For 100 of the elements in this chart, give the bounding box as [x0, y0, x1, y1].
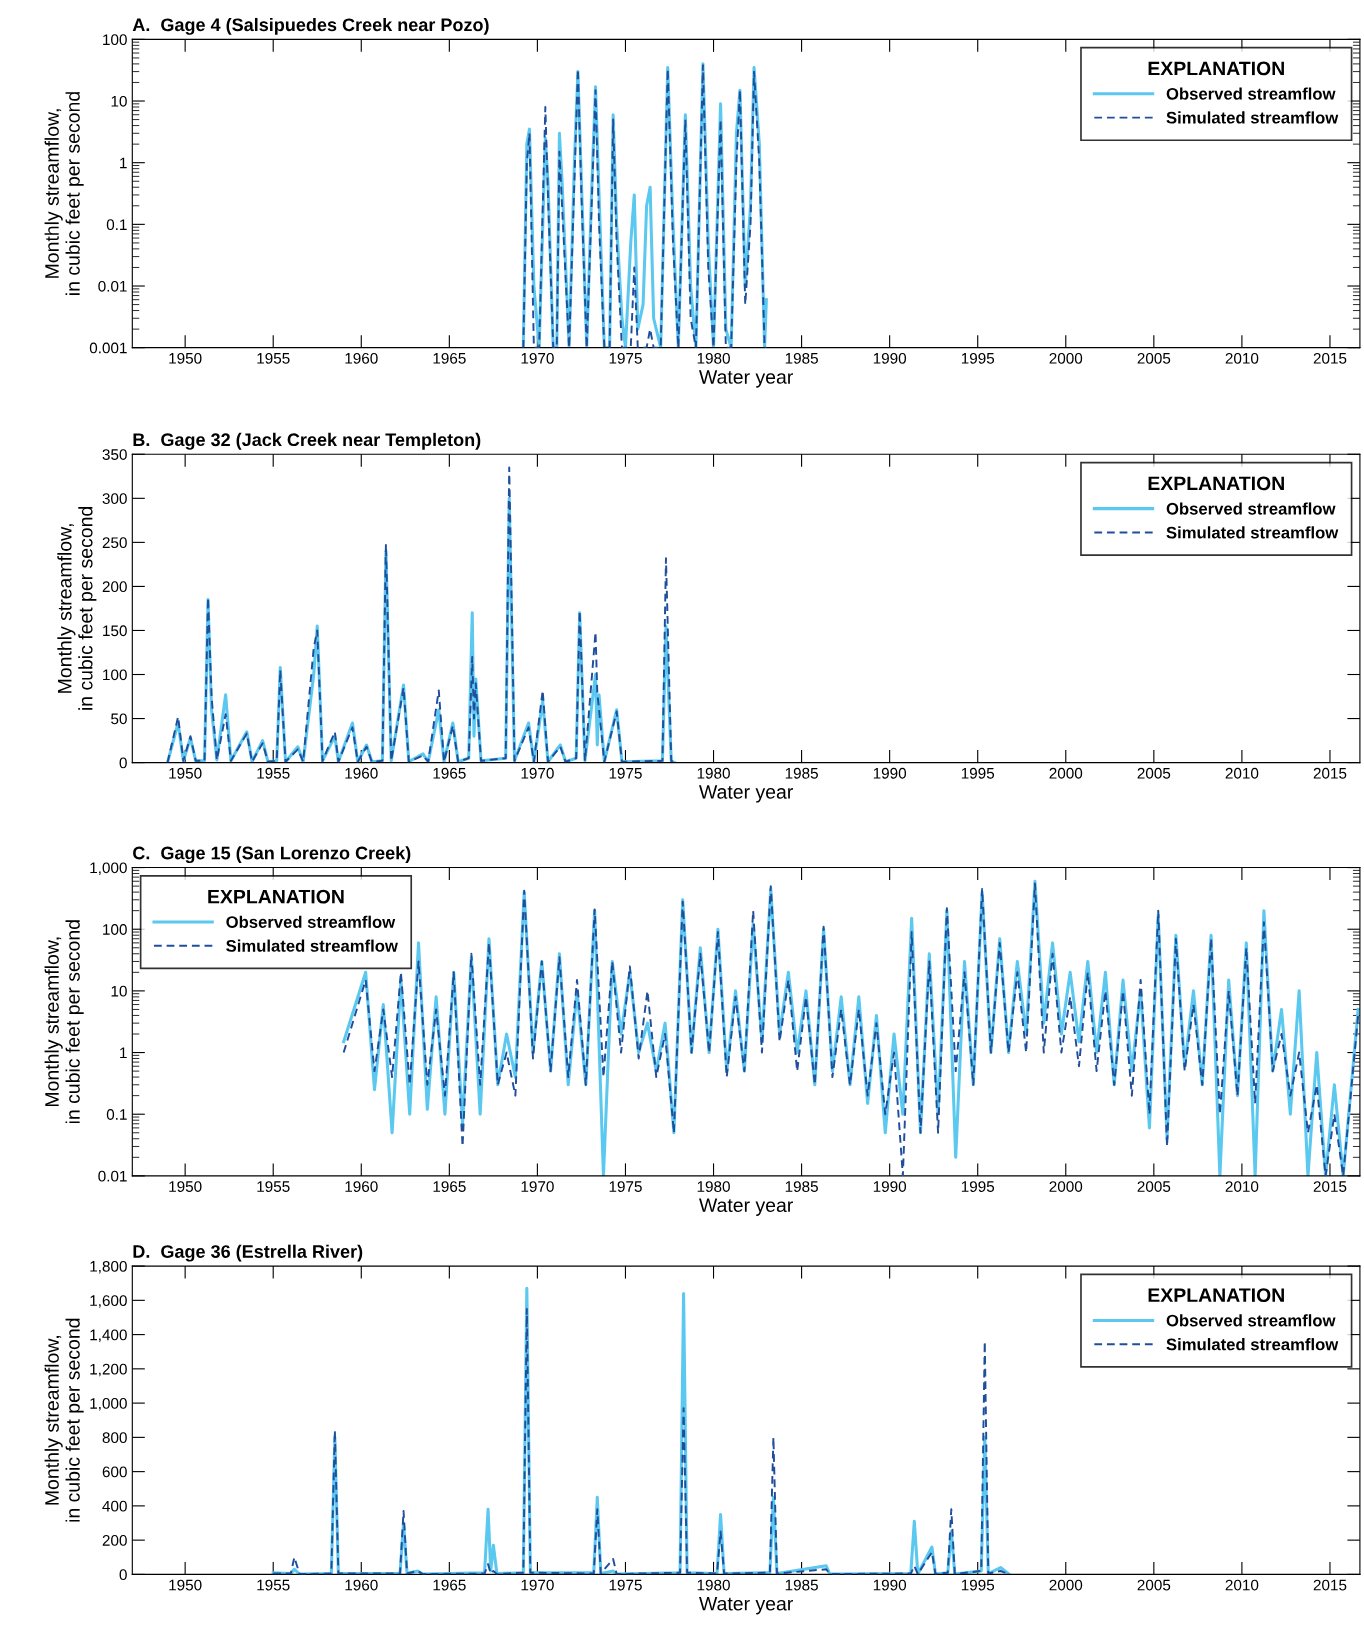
legend-title: EXPLANATION — [1148, 1288, 1284, 1303]
y-tick-label: 300 — [102, 493, 127, 505]
x-tick-label: 2015 — [1313, 767, 1347, 779]
y-tick-label: 0.001 — [89, 342, 127, 354]
x-tick-label: 2005 — [1137, 352, 1171, 364]
x-tick-label: 1995 — [961, 1579, 995, 1591]
x-axis-title: Water year — [699, 1596, 793, 1615]
x-tick-label: 1995 — [961, 767, 995, 779]
x-tick-label: 2005 — [1137, 767, 1171, 779]
x-tick-label: 1980 — [697, 352, 730, 364]
x-tick-label: 1985 — [785, 352, 818, 364]
y-tick-label: 800 — [102, 1432, 127, 1444]
x-tick-label: 1985 — [785, 1181, 818, 1192]
x-tick-label: 2010 — [1225, 767, 1259, 779]
y-axis-title: Monthly streamflow, in cubic feet per second — [44, 920, 84, 1124]
x-tick-label: 2000 — [1049, 352, 1083, 364]
x-tick-label: 1965 — [433, 1181, 466, 1192]
x-tick-label: 1990 — [873, 352, 907, 364]
x-tick-label: 1990 — [873, 1579, 907, 1591]
x-tick-label: 2015 — [1313, 352, 1347, 364]
y-axis-title: Monthly streamflow, in cubic feet per second — [44, 92, 84, 295]
x-tick-label: 1975 — [609, 352, 642, 364]
x-tick-label: 1980 — [697, 1181, 730, 1192]
legend-label: Observed streamflow — [226, 915, 396, 928]
legend-label: Observed streamflow — [1166, 502, 1336, 515]
x-tick-label: 1950 — [169, 767, 202, 779]
legend-title: EXPLANATION — [1148, 476, 1284, 491]
x-tick-label: 2005 — [1137, 1181, 1171, 1192]
x-tick-label: 2000 — [1049, 1579, 1083, 1591]
x-tick-label: 1970 — [521, 767, 554, 779]
x-tick-label: 1960 — [345, 352, 378, 364]
y-tick-label: 10 — [111, 95, 127, 107]
y-tick-label: 200 — [102, 1535, 127, 1546]
y-tick-label: 1,000 — [90, 1397, 127, 1411]
x-tick-label: 1970 — [521, 352, 554, 364]
chart-title: C. Gage 15 (San Lorenzo Creek) — [133, 846, 411, 864]
x-tick-label: 1970 — [521, 1579, 554, 1591]
x-tick-label: 2000 — [1049, 767, 1083, 779]
legend-label: Observed streamflow — [1166, 1314, 1336, 1327]
x-tick-label: 1950 — [169, 1579, 202, 1591]
x-tick-label: 1990 — [873, 1181, 907, 1192]
legend-label: Simulated streamflow — [226, 939, 398, 952]
y-axis-title: Monthly streamflow, in cubic feet per second — [57, 507, 97, 710]
x-tick-label: 1955 — [257, 352, 290, 364]
x-tick-label: 1965 — [433, 767, 466, 779]
y-tick-label: 1,600 — [90, 1295, 127, 1308]
y-tick-label: 1,200 — [90, 1363, 127, 1377]
y-axis-title: Monthly streamflow, in cubic feet per second — [44, 1318, 84, 1522]
x-axis-title: Water year — [699, 370, 793, 388]
x-tick-label: 2005 — [1137, 1579, 1171, 1591]
x-tick-label: 2010 — [1225, 1181, 1259, 1192]
x-tick-label: 1950 — [169, 1181, 202, 1192]
x-tick-label: 2015 — [1313, 1181, 1347, 1192]
y-tick-label: 1 — [120, 1047, 127, 1059]
x-tick-label: 2000 — [1049, 1181, 1083, 1192]
x-tick-label: 1955 — [257, 1579, 290, 1591]
y-tick-label: 400 — [102, 1500, 127, 1512]
y-tick-label: 200 — [102, 581, 127, 593]
y-tick-label: 100 — [103, 669, 127, 681]
x-tick-label: 1975 — [609, 1579, 642, 1591]
x-tick-label: 2015 — [1313, 1579, 1347, 1591]
y-tick-label: 0.1 — [106, 219, 127, 231]
y-tick-label: 10 — [111, 985, 127, 997]
x-tick-label: 1980 — [697, 767, 730, 779]
y-tick-label: 350 — [102, 449, 127, 460]
x-tick-label: 2010 — [1225, 1579, 1259, 1591]
x-tick-label: 1965 — [433, 352, 466, 364]
x-axis-title: Water year — [699, 785, 793, 803]
y-tick-label: 0.1 — [106, 1109, 127, 1120]
x-tick-label: 1975 — [609, 1181, 642, 1192]
y-tick-label: 100 — [103, 924, 127, 935]
y-tick-label: 50 — [111, 713, 127, 725]
chart-title: A. Gage 4 (Salsipuedes Creek near Pozo) — [132, 17, 489, 35]
x-axis-title: Water year — [699, 1198, 793, 1216]
y-tick-label: 0.01 — [98, 1170, 127, 1182]
y-tick-label: 150 — [103, 625, 127, 637]
y-tick-label: 0 — [119, 757, 127, 769]
y-tick-label: 0 — [119, 1569, 127, 1581]
x-tick-label: 1960 — [345, 1181, 378, 1192]
x-tick-label: 1990 — [873, 767, 907, 779]
x-tick-label: 1960 — [345, 1579, 378, 1591]
legend-title: EXPLANATION — [208, 889, 344, 904]
y-tick-label: 250 — [102, 537, 127, 549]
x-tick-label: 1960 — [345, 767, 378, 779]
chart-title: B. Gage 32 (Jack Creek near Templeton) — [133, 432, 481, 450]
y-tick-label: 1 — [120, 157, 127, 169]
y-tick-label: 1,000 — [90, 862, 127, 876]
x-tick-label: 1975 — [609, 767, 642, 779]
legend-title: EXPLANATION — [1148, 61, 1284, 76]
x-tick-label: 1980 — [697, 1579, 730, 1591]
y-tick-label: 1,800 — [90, 1260, 127, 1274]
legend-label: Simulated streamflow — [1166, 1338, 1339, 1351]
x-tick-label: 1955 — [257, 1181, 290, 1192]
y-tick-label: 100 — [103, 34, 127, 46]
legend-label: Simulated streamflow — [1166, 111, 1339, 124]
chart-title: D. Gage 36 (Estrella River) — [133, 1244, 363, 1262]
x-tick-label: 1965 — [433, 1579, 466, 1591]
x-tick-label: 1955 — [257, 767, 290, 779]
x-tick-label: 2010 — [1225, 352, 1259, 364]
x-tick-label: 1970 — [521, 1181, 554, 1192]
